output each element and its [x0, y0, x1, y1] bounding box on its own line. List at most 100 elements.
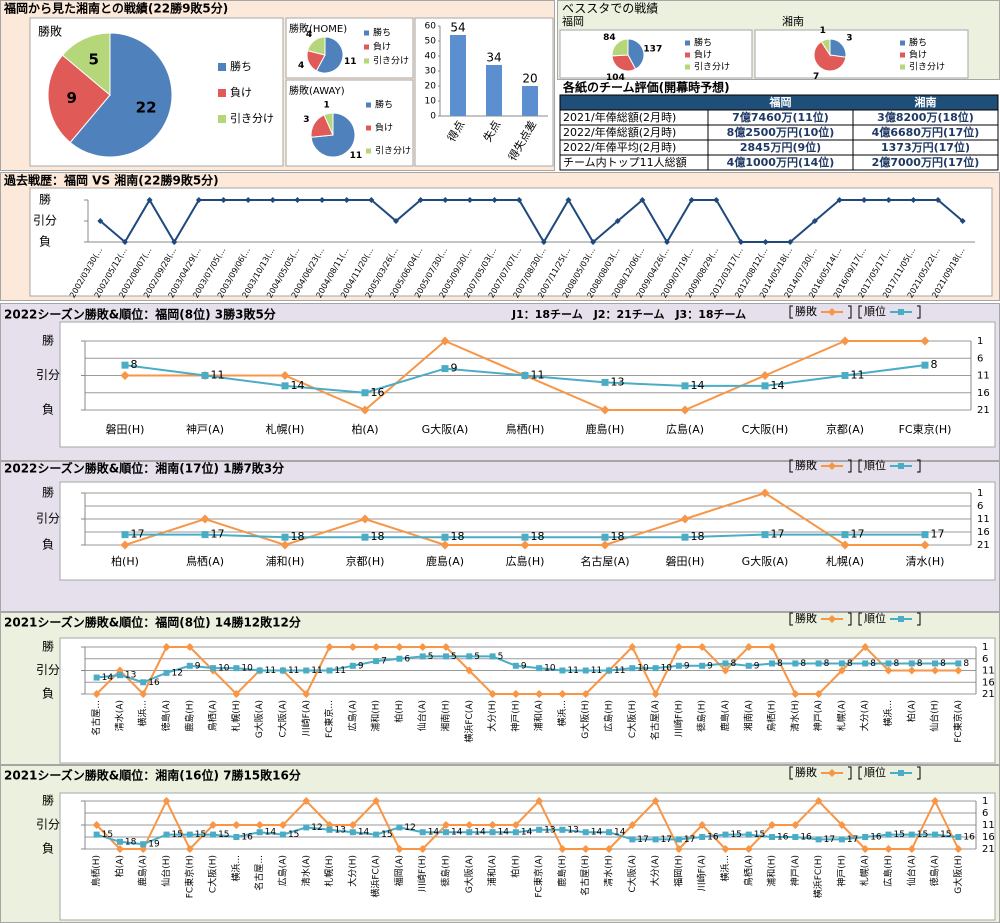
marker: [520, 540, 530, 550]
marker: [511, 821, 520, 829]
marker: [392, 218, 399, 224]
marker: [762, 239, 769, 245]
data-label: 13: [567, 825, 578, 835]
y2-tick-label: 16: [982, 832, 995, 843]
data-label: 6: [404, 654, 410, 664]
data-label: 14: [291, 379, 305, 392]
x-tick-label: 横浜FC(A): [370, 855, 382, 898]
table-header: 湘南: [915, 95, 937, 109]
marker: [699, 834, 706, 840]
marker: [442, 653, 449, 660]
marker: [837, 821, 846, 829]
marker: [162, 797, 171, 805]
x-tick-label: 横浜...: [137, 700, 149, 727]
legend-label: 勝敗: [795, 765, 817, 779]
marker: [418, 845, 427, 853]
legend-label: 勝ち: [373, 27, 391, 39]
legend-swatch: [685, 40, 690, 46]
x-tick-label: 名古屋(A): [649, 700, 661, 740]
marker: [908, 660, 915, 667]
marker: [121, 239, 128, 245]
marker: [245, 197, 252, 203]
data-label: 9: [684, 661, 690, 671]
x-tick-label: G大阪(A): [742, 554, 789, 568]
legend-label: 引き分け: [230, 111, 274, 125]
marker: [372, 643, 381, 651]
marker: [884, 845, 893, 853]
legend-marker: [828, 615, 836, 623]
legend-bracket: [858, 612, 862, 626]
marker: [466, 197, 473, 203]
legend-label: 引き分け: [909, 62, 945, 73]
x-tick-label: 広島(H): [882, 855, 894, 887]
data-label: 5: [474, 652, 480, 662]
x-tick-label: 川崎F(A): [696, 855, 708, 891]
marker: [535, 797, 544, 805]
y2-tick-label: 1: [982, 642, 988, 653]
x-tick-label: 浦和(A): [533, 700, 545, 731]
x-tick-label: 大分(H): [346, 855, 358, 887]
marker: [920, 336, 930, 346]
x-tick-label: 広島(A): [346, 700, 358, 731]
data-label: 14: [428, 828, 440, 838]
marker: [737, 239, 744, 245]
data-label: 15: [754, 830, 765, 840]
legend-label: 負け: [909, 49, 927, 61]
data-label: 11: [335, 666, 346, 676]
marker: [698, 643, 707, 651]
marker: [558, 845, 567, 853]
x-tick-label: 鹿島(A): [719, 700, 731, 731]
data-label: 16: [870, 833, 882, 843]
table-cell: [852, 154, 999, 171]
table-cell-text: 2022/年俸総額(2月時): [563, 125, 676, 139]
legend-label: 順位: [864, 611, 886, 625]
marker: [760, 488, 770, 498]
data-label: 15: [195, 830, 206, 840]
data-label: 16: [777, 833, 789, 843]
marker: [361, 533, 369, 541]
data-label: 12: [404, 823, 415, 833]
marker: [201, 372, 209, 379]
data-label: 15: [940, 830, 951, 840]
marker: [558, 690, 567, 698]
marker: [955, 834, 962, 840]
marker: [606, 667, 613, 674]
legend-swatch: [685, 52, 690, 58]
legend-marker: [828, 769, 836, 777]
data-label: 8: [800, 659, 806, 669]
marker: [92, 821, 101, 829]
marker: [559, 667, 566, 674]
legend-marker: [828, 308, 836, 316]
legend-swatch: [900, 52, 905, 58]
x-tick-label: 柏(A): [351, 422, 378, 436]
marker: [840, 336, 850, 346]
legend-bracket: [917, 305, 921, 319]
x-tick-label: 福岡(H): [672, 855, 684, 887]
table-cell-text: 4億1000万円(14位): [727, 155, 835, 169]
data-label: 13: [335, 825, 346, 835]
data-label: 8: [777, 659, 783, 669]
x-tick-label: 鳥栖(H): [90, 855, 102, 887]
data-label: 9: [707, 661, 713, 671]
plot-box: [59, 481, 996, 581]
marker: [600, 540, 610, 550]
marker: [232, 690, 241, 698]
y2-tick-label: 6: [982, 654, 988, 665]
marker: [840, 540, 850, 550]
pie-label: 3: [303, 115, 309, 125]
data-label: 11: [591, 666, 602, 676]
x-tick-label: 清水(H): [603, 855, 615, 887]
x-tick-label: C大阪(H): [207, 855, 219, 893]
marker: [959, 218, 966, 224]
marker: [862, 834, 869, 840]
y2-tick-label: 11: [977, 371, 990, 382]
data-label: 16: [241, 833, 253, 843]
legend-bracket: [789, 305, 793, 319]
marker: [360, 405, 370, 415]
y-tick-label: 引分: [36, 368, 60, 382]
marker: [349, 662, 356, 669]
x-tick-label: 札幌(A): [835, 700, 847, 731]
marker: [116, 672, 123, 679]
marker: [744, 845, 753, 853]
